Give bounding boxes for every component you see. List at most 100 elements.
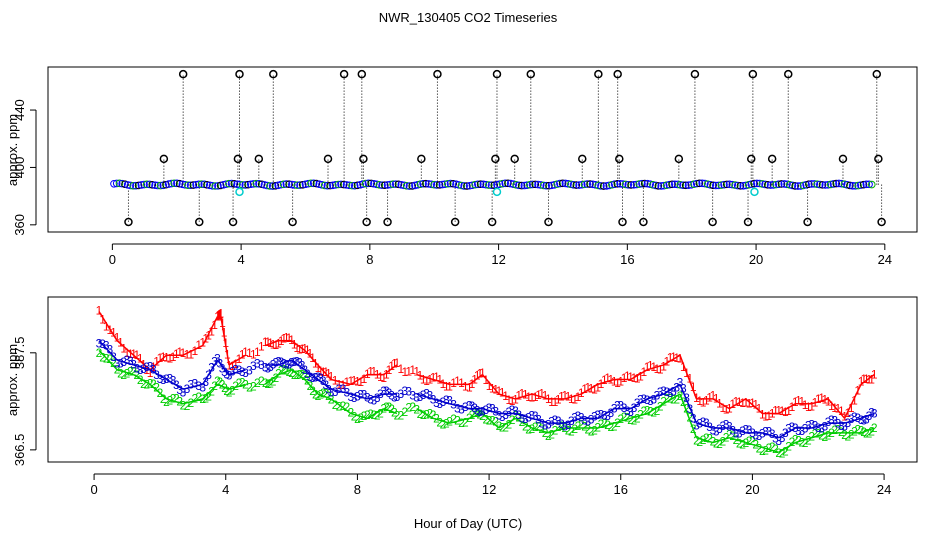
series-segment: [116, 340, 135, 356]
series-2-marker: 2: [143, 378, 150, 392]
baseline-point: [813, 180, 821, 188]
series-2-marker: 2: [150, 377, 157, 391]
baseline-point: [717, 181, 726, 189]
series-3-marker: 3: [529, 409, 536, 423]
series-3-marker: 3: [278, 355, 285, 369]
outlier-point: [594, 69, 603, 79]
top-y-tick-label: 440: [12, 99, 27, 121]
baseline-point: [783, 180, 791, 189]
baseline-point: [706, 181, 715, 189]
series-1-marker: 1: [446, 380, 453, 394]
series-1-marker: 1: [458, 376, 465, 390]
outlier-point: [487, 217, 497, 227]
outlier-point: [872, 69, 882, 79]
baseline-point: [805, 180, 813, 189]
series-segment: [646, 403, 664, 415]
series-2-marker: 2: [739, 438, 746, 452]
series-3-marker: 3: [423, 387, 430, 401]
series-2-marker: 2: [163, 395, 170, 409]
outlier-point: [233, 154, 243, 164]
series-1-marker: 1: [312, 357, 319, 371]
series-segment: [291, 340, 306, 351]
series-1-marker: 1: [640, 365, 647, 379]
baseline-point: [627, 181, 635, 189]
series-2-marker: 2: [693, 434, 700, 448]
series-3-marker: 3: [474, 403, 481, 417]
series-2-marker: 2: [236, 376, 243, 390]
series-1-marker: 1: [505, 393, 512, 407]
series-1-marker: 1: [150, 360, 157, 374]
series-2-marker: 2: [696, 435, 703, 449]
series-3-marker: 3: [502, 408, 509, 422]
baseline-point: [506, 179, 515, 188]
series-segment: [729, 427, 747, 434]
outlier-point: [235, 69, 244, 79]
baseline-point: [632, 180, 641, 189]
series-3-marker: 3: [828, 413, 835, 427]
series-segment: [182, 344, 204, 356]
top-y-axis-label: approx. ppm: [5, 114, 20, 186]
series-1-marker: 1: [772, 404, 779, 418]
series-1-marker: 1: [719, 401, 726, 415]
series-1-marker: 1: [486, 379, 493, 393]
series-3-marker: 3: [332, 385, 339, 399]
outlier-point: [195, 217, 204, 227]
baseline-point: [679, 181, 687, 189]
baseline-point: [777, 180, 786, 188]
series-2-marker: 2: [258, 374, 265, 388]
series-segment: [291, 369, 306, 381]
bottom-x-tick-label: 0: [90, 482, 97, 497]
series-2-marker: 2: [216, 375, 223, 389]
baseline-point: [118, 179, 126, 188]
baseline-point: [640, 179, 649, 188]
series-2-marker: 2: [588, 424, 595, 438]
series-1-marker: 1: [107, 323, 114, 337]
series-2-marker: 2: [759, 444, 766, 458]
series-2-marker: 2: [608, 420, 615, 434]
baseline-point: [862, 180, 871, 189]
series-2-marker: 2: [188, 396, 195, 410]
baseline-point: [167, 179, 176, 188]
baseline-point: [651, 181, 660, 190]
baseline-point: [755, 179, 764, 188]
series-1-marker: 1: [267, 336, 274, 350]
series-3-marker: 3: [657, 385, 664, 399]
top-x-tick-label: 20: [749, 252, 763, 267]
series-3-marker: 3: [163, 372, 170, 386]
series-segment: [228, 369, 246, 376]
series-1-marker: 1: [103, 320, 110, 334]
baseline-point: [460, 182, 468, 190]
series-1-marker: 1: [650, 360, 657, 374]
series-1-marker: 1: [512, 393, 519, 407]
series-2-marker: 2: [317, 387, 324, 401]
series-1-marker: 1: [835, 402, 842, 416]
series-3-marker: 3: [137, 363, 144, 377]
baseline-point: [329, 181, 337, 190]
series-2-marker: 2: [663, 391, 670, 405]
series-2-marker: 2: [831, 423, 838, 437]
series-2-marker: 2: [347, 406, 354, 420]
series-1-marker: 1: [860, 372, 867, 386]
series-3-marker: 3: [650, 393, 657, 407]
series-1-marker: 1: [275, 336, 282, 350]
series-3-marker: 3: [99, 337, 106, 351]
outlier-point: [288, 217, 297, 227]
baseline-point: [794, 182, 802, 190]
series-1-marker: 1: [624, 369, 631, 383]
outlier-point: [784, 69, 793, 79]
outlier-point: [526, 69, 536, 79]
baseline-point: [391, 180, 400, 188]
series-3-marker: 3: [405, 385, 412, 399]
series-2-marker: 2: [706, 431, 713, 445]
series-3-marker: 3: [426, 388, 433, 402]
series-3-marker: 3: [677, 375, 684, 389]
baseline-point: [304, 179, 313, 188]
series-segment: [762, 446, 779, 454]
baseline-point: [495, 180, 504, 189]
series-3-marker: 3: [191, 376, 198, 390]
series-1-marker: 1: [594, 380, 601, 394]
series-1-marker: 1: [226, 359, 233, 373]
series-3-marker: 3: [462, 400, 469, 414]
bottom-x-tick-label: 20: [745, 482, 759, 497]
top-x-tick-label: 24: [878, 252, 892, 267]
